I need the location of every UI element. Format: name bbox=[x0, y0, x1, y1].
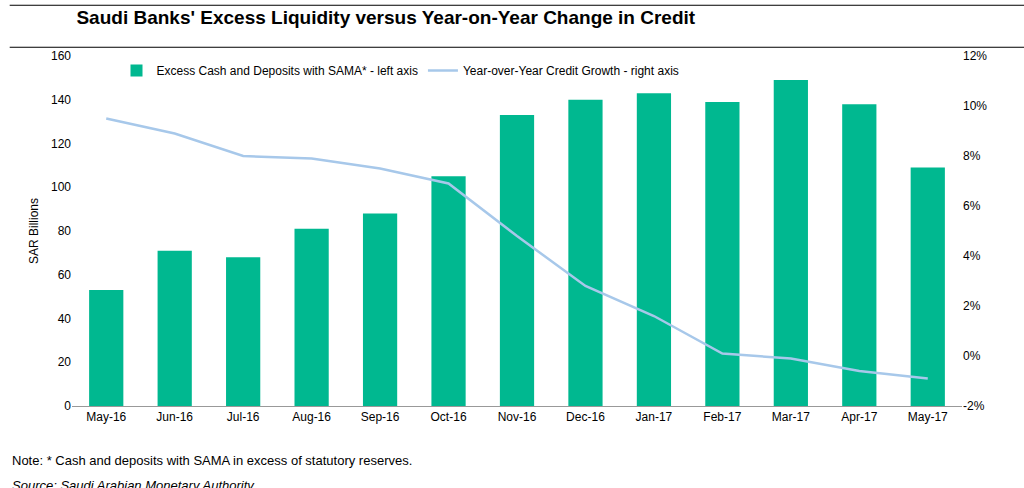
svg-text:160: 160 bbox=[51, 49, 71, 63]
svg-text:Nov-16: Nov-16 bbox=[498, 410, 537, 424]
svg-text:Saudi Banks' Excess Liquidity: Saudi Banks' Excess Liquidity versus Yea… bbox=[76, 7, 695, 28]
svg-text:Dec-16: Dec-16 bbox=[566, 410, 605, 424]
svg-text:Source: Saudi Arabian Monetary: Source: Saudi Arabian Monetary Authority bbox=[12, 478, 255, 488]
svg-text:Apr-17: Apr-17 bbox=[841, 410, 877, 424]
svg-text:Jan-17: Jan-17 bbox=[636, 410, 673, 424]
svg-text:Aug-16: Aug-16 bbox=[292, 410, 331, 424]
svg-text:4%: 4% bbox=[963, 249, 981, 263]
svg-text:May-17: May-17 bbox=[908, 410, 948, 424]
svg-text:Jun-16: Jun-16 bbox=[156, 410, 193, 424]
svg-text:Jul-16: Jul-16 bbox=[227, 410, 260, 424]
svg-text:SAR Billions: SAR Billions bbox=[27, 198, 41, 264]
svg-text:80: 80 bbox=[58, 224, 72, 238]
svg-text:60: 60 bbox=[58, 268, 72, 282]
svg-text:2%: 2% bbox=[963, 299, 981, 313]
svg-text:12%: 12% bbox=[963, 49, 987, 63]
svg-text:Oct-16: Oct-16 bbox=[431, 410, 467, 424]
svg-text:-2%: -2% bbox=[963, 399, 985, 413]
svg-text:Mar-17: Mar-17 bbox=[772, 410, 810, 424]
svg-text:Year-over-Year Credit Growth -: Year-over-Year Credit Growth - right axi… bbox=[463, 64, 679, 78]
svg-text:120: 120 bbox=[51, 137, 71, 151]
svg-text:40: 40 bbox=[58, 312, 72, 326]
svg-text:May-16: May-16 bbox=[86, 410, 126, 424]
svg-text:100: 100 bbox=[51, 180, 71, 194]
svg-text:10%: 10% bbox=[963, 99, 987, 113]
svg-text:Feb-17: Feb-17 bbox=[703, 410, 741, 424]
svg-text:20: 20 bbox=[58, 355, 72, 369]
svg-text:0: 0 bbox=[64, 399, 71, 413]
svg-text:0%: 0% bbox=[963, 349, 981, 363]
svg-text:Excess Cash and Deposits with: Excess Cash and Deposits with SAMA* - le… bbox=[157, 64, 418, 78]
svg-text:Note: * Cash and deposits with: Note: * Cash and deposits with SAMA in e… bbox=[12, 453, 412, 468]
svg-text:140: 140 bbox=[51, 93, 71, 107]
svg-text:Sep-16: Sep-16 bbox=[361, 410, 400, 424]
svg-text:8%: 8% bbox=[963, 149, 981, 163]
svg-text:6%: 6% bbox=[963, 199, 981, 213]
